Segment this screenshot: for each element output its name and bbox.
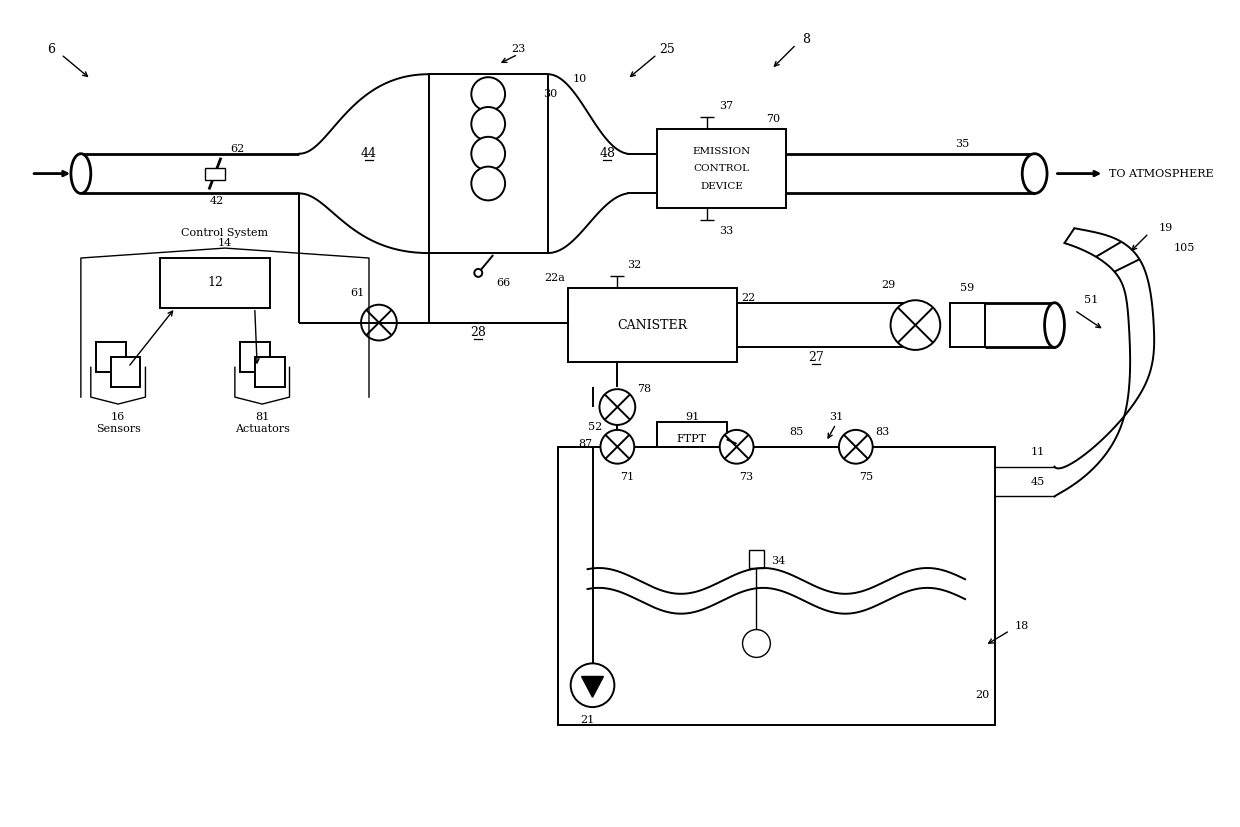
- Circle shape: [361, 304, 397, 341]
- Text: 62: 62: [229, 144, 244, 154]
- Circle shape: [890, 300, 940, 350]
- Text: 42: 42: [210, 197, 224, 207]
- Text: 29: 29: [882, 280, 895, 290]
- Text: 10: 10: [573, 74, 587, 84]
- Text: CONTROL: CONTROL: [693, 164, 750, 173]
- Circle shape: [474, 269, 482, 277]
- Circle shape: [600, 430, 634, 464]
- Bar: [429, 74, 548, 253]
- Bar: [950, 303, 985, 347]
- Text: TO ATMOSPHERE: TO ATMOSPHERE: [1109, 169, 1214, 179]
- Text: 59: 59: [960, 284, 975, 294]
- Text: 20: 20: [975, 691, 990, 700]
- Text: 23: 23: [511, 45, 525, 55]
- Circle shape: [471, 136, 505, 170]
- Text: 21: 21: [580, 715, 595, 725]
- Circle shape: [471, 166, 505, 200]
- Bar: [657, 422, 727, 457]
- Text: 37: 37: [719, 101, 733, 111]
- Text: 8: 8: [802, 33, 810, 46]
- Circle shape: [570, 663, 614, 707]
- Circle shape: [471, 77, 505, 111]
- Bar: [95, 342, 125, 372]
- Bar: [568, 288, 737, 362]
- Text: 66: 66: [496, 278, 511, 288]
- Text: 27: 27: [808, 351, 823, 364]
- Text: 18: 18: [1014, 620, 1029, 631]
- Text: 83: 83: [875, 427, 890, 437]
- Text: 70: 70: [766, 114, 780, 124]
- Text: EMISSION: EMISSION: [693, 146, 750, 155]
- Circle shape: [719, 430, 754, 464]
- Bar: [239, 342, 269, 372]
- Text: 91: 91: [684, 412, 699, 422]
- Text: 34: 34: [771, 556, 786, 566]
- Text: 45: 45: [1030, 476, 1044, 486]
- Text: 31: 31: [828, 412, 843, 422]
- Ellipse shape: [71, 154, 91, 194]
- Text: 81: 81: [255, 412, 269, 422]
- Text: 85: 85: [789, 427, 804, 437]
- Text: 51: 51: [1084, 295, 1099, 305]
- Text: 78: 78: [637, 385, 651, 394]
- Text: 71: 71: [620, 471, 635, 481]
- Text: 33: 33: [719, 227, 733, 237]
- Bar: [110, 357, 140, 387]
- Text: 73: 73: [739, 471, 754, 481]
- Text: 61: 61: [350, 288, 365, 298]
- Text: 14: 14: [218, 238, 232, 248]
- Ellipse shape: [1022, 154, 1047, 194]
- Text: 105: 105: [1174, 243, 1195, 253]
- Bar: [160, 258, 269, 308]
- Text: Control System: Control System: [181, 228, 269, 238]
- Circle shape: [839, 430, 873, 464]
- Text: 25: 25: [660, 43, 675, 56]
- Text: 22a: 22a: [544, 273, 564, 283]
- Text: 87: 87: [578, 439, 593, 449]
- Bar: [254, 357, 284, 387]
- Bar: [558, 447, 994, 725]
- Text: 11: 11: [1030, 447, 1044, 457]
- Bar: [749, 550, 764, 568]
- Text: FTPT: FTPT: [677, 434, 707, 444]
- Text: 75: 75: [859, 471, 873, 481]
- Circle shape: [471, 107, 505, 141]
- Text: Sensors: Sensors: [95, 424, 140, 434]
- Text: 52: 52: [588, 422, 603, 432]
- Circle shape: [743, 629, 770, 657]
- Text: 12: 12: [207, 276, 223, 289]
- Text: 44: 44: [361, 147, 377, 160]
- Bar: [205, 168, 224, 179]
- Text: 6: 6: [47, 43, 55, 56]
- Text: 16: 16: [112, 412, 125, 422]
- Text: 30: 30: [543, 89, 557, 99]
- Text: 22: 22: [742, 293, 756, 303]
- Text: 19: 19: [1159, 223, 1173, 233]
- Text: 35: 35: [955, 139, 970, 149]
- Text: DEVICE: DEVICE: [701, 182, 743, 190]
- Text: 48: 48: [599, 147, 615, 160]
- Text: 28: 28: [470, 326, 486, 339]
- Ellipse shape: [1044, 303, 1064, 347]
- Polygon shape: [582, 676, 604, 697]
- Text: 32: 32: [627, 260, 641, 270]
- Bar: [657, 129, 786, 208]
- Text: CANISTER: CANISTER: [618, 318, 687, 332]
- Text: Actuators: Actuators: [234, 424, 290, 434]
- Circle shape: [599, 390, 635, 425]
